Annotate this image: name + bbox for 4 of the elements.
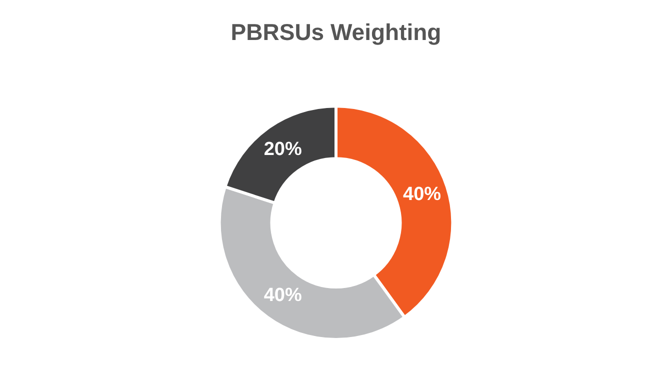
- chart-title: PBRSUs Weighting: [230, 19, 442, 46]
- data-label: 20%: [264, 138, 302, 160]
- data-label: 40%: [403, 184, 442, 206]
- data-label: 40%: [264, 285, 302, 306]
